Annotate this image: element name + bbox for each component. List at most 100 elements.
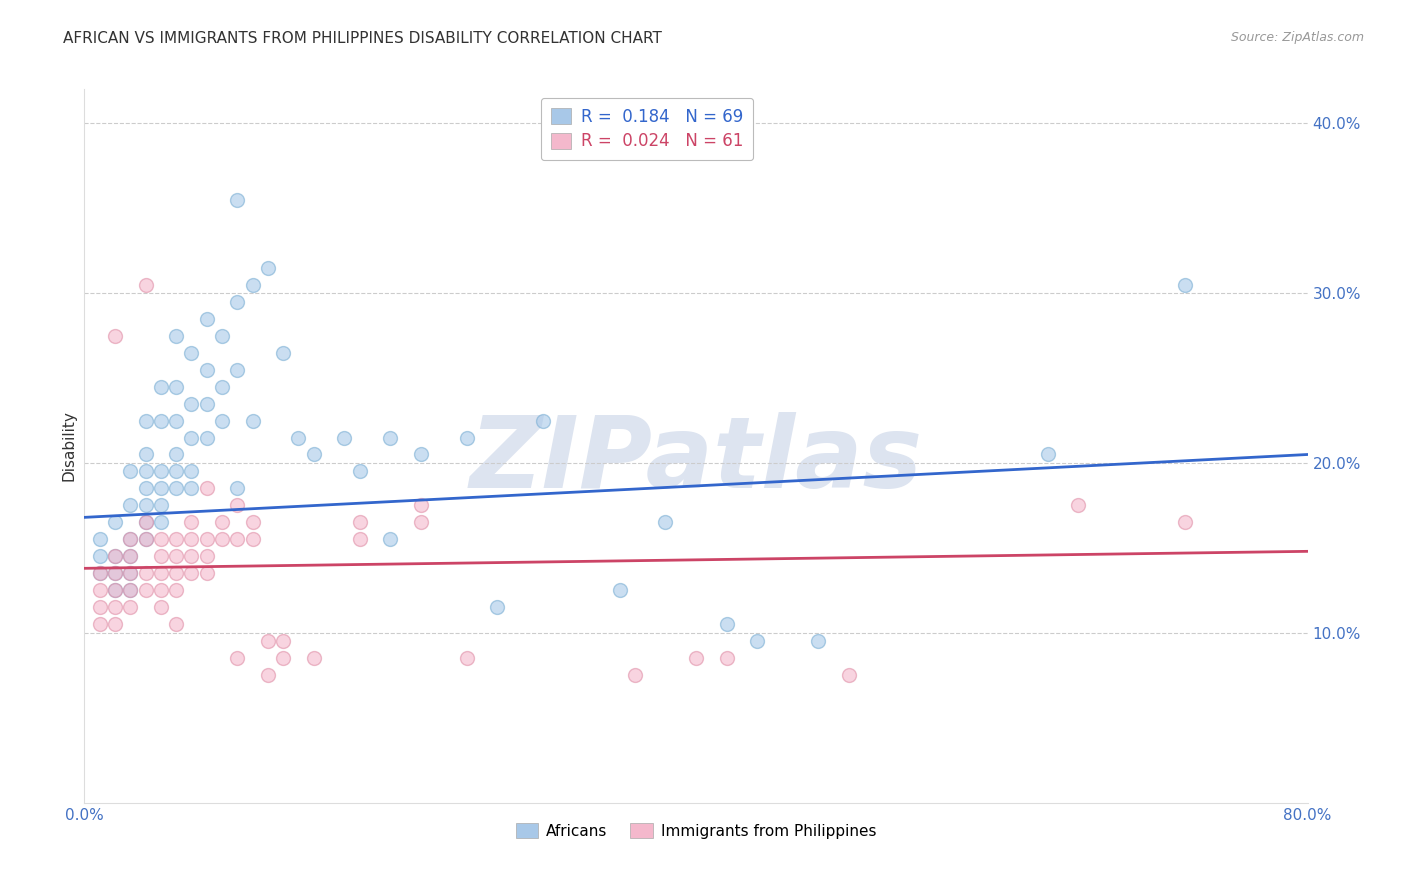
Point xyxy=(135,277,157,292)
Point xyxy=(226,193,249,207)
Point xyxy=(1036,448,1059,462)
Point xyxy=(149,413,172,427)
Point xyxy=(165,617,187,632)
Point xyxy=(195,482,218,496)
Point xyxy=(135,566,157,581)
Point xyxy=(89,549,111,564)
Point xyxy=(180,516,202,530)
Point xyxy=(165,328,187,343)
Point xyxy=(104,600,127,615)
Point xyxy=(195,396,218,410)
Point xyxy=(380,430,402,444)
Point xyxy=(120,533,142,547)
Point xyxy=(135,465,157,479)
Point xyxy=(89,583,111,598)
Point xyxy=(456,651,478,665)
Point xyxy=(120,533,142,547)
Point xyxy=(120,566,142,581)
Point xyxy=(180,533,202,547)
Point xyxy=(654,516,676,530)
Point xyxy=(120,499,142,513)
Point xyxy=(180,465,202,479)
Point xyxy=(165,566,187,581)
Point xyxy=(120,465,142,479)
Text: Source: ZipAtlas.com: Source: ZipAtlas.com xyxy=(1230,31,1364,45)
Point xyxy=(226,651,249,665)
Point xyxy=(226,533,249,547)
Point xyxy=(89,566,111,581)
Legend: Africans, Immigrants from Philippines: Africans, Immigrants from Philippines xyxy=(509,817,883,845)
Point xyxy=(302,448,325,462)
Text: AFRICAN VS IMMIGRANTS FROM PHILIPPINES DISABILITY CORRELATION CHART: AFRICAN VS IMMIGRANTS FROM PHILIPPINES D… xyxy=(63,31,662,46)
Point xyxy=(104,617,127,632)
Point xyxy=(165,465,187,479)
Point xyxy=(120,600,142,615)
Point xyxy=(135,583,157,598)
Point xyxy=(120,566,142,581)
Point xyxy=(333,430,356,444)
Point xyxy=(349,516,371,530)
Point xyxy=(531,413,554,427)
Point xyxy=(135,448,157,462)
Point xyxy=(149,600,172,615)
Point xyxy=(716,617,738,632)
Point xyxy=(226,499,249,513)
Point xyxy=(1174,516,1197,530)
Point xyxy=(242,533,264,547)
Point xyxy=(104,516,127,530)
Point xyxy=(716,651,738,665)
Point xyxy=(302,651,325,665)
Point xyxy=(195,566,218,581)
Text: ZIPatlas: ZIPatlas xyxy=(470,412,922,508)
Point xyxy=(135,413,157,427)
Point xyxy=(242,277,264,292)
Point xyxy=(1174,277,1197,292)
Point xyxy=(149,549,172,564)
Point xyxy=(165,583,187,598)
Point xyxy=(104,549,127,564)
Point xyxy=(89,600,111,615)
Point xyxy=(271,345,294,359)
Point xyxy=(180,482,202,496)
Point xyxy=(149,516,172,530)
Point xyxy=(135,516,157,530)
Point xyxy=(349,533,371,547)
Point xyxy=(135,533,157,547)
Point xyxy=(211,328,233,343)
Point xyxy=(135,516,157,530)
Point xyxy=(257,668,280,682)
Point xyxy=(242,413,264,427)
Point xyxy=(120,549,142,564)
Point xyxy=(409,499,432,513)
Point xyxy=(226,482,249,496)
Point xyxy=(135,499,157,513)
Point xyxy=(349,465,371,479)
Point xyxy=(195,533,218,547)
Point xyxy=(211,516,233,530)
Point xyxy=(149,379,172,393)
Point xyxy=(195,430,218,444)
Point xyxy=(120,583,142,598)
Point xyxy=(195,362,218,376)
Point xyxy=(180,549,202,564)
Point xyxy=(89,533,111,547)
Point xyxy=(180,345,202,359)
Point xyxy=(1067,499,1090,513)
Point xyxy=(165,448,187,462)
Point xyxy=(180,430,202,444)
Point xyxy=(135,482,157,496)
Point xyxy=(120,549,142,564)
Point xyxy=(104,566,127,581)
Point xyxy=(180,566,202,581)
Point xyxy=(89,566,111,581)
Point xyxy=(211,533,233,547)
Point xyxy=(380,533,402,547)
Point xyxy=(838,668,860,682)
Point xyxy=(180,396,202,410)
Point xyxy=(149,482,172,496)
Point xyxy=(165,413,187,427)
Point xyxy=(165,533,187,547)
Point xyxy=(747,634,769,648)
Point xyxy=(409,516,432,530)
Point xyxy=(195,311,218,326)
